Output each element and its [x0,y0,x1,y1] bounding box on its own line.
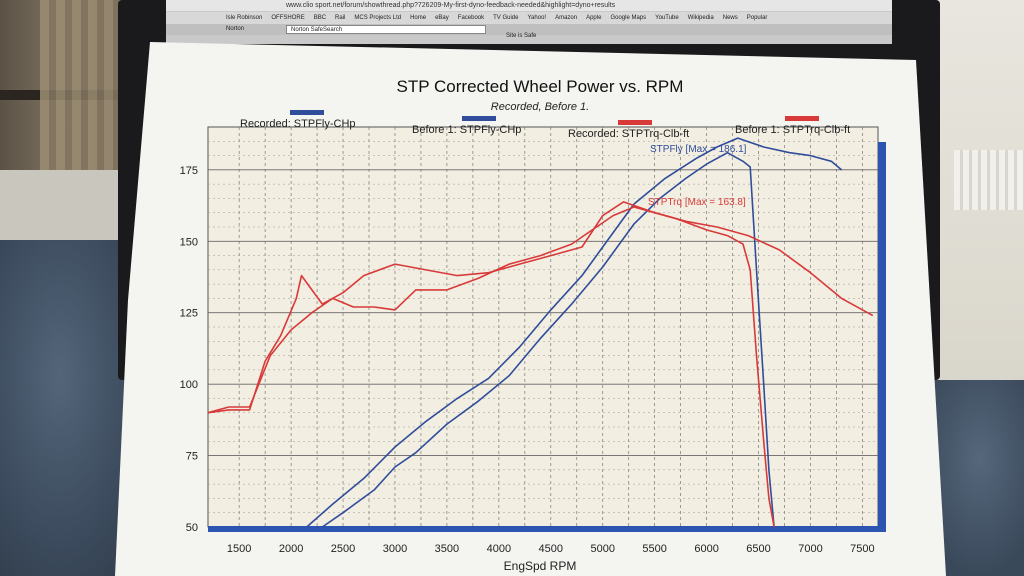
bookmark-item[interactable]: OFFSHORE [271,15,305,21]
bookmark-item[interactable]: Isle Robinson [226,15,263,21]
bookmark-item[interactable]: Wikipedia [687,15,714,21]
curtain [40,0,130,170]
series-line-3 [207,201,874,414]
bookmark-item[interactable]: Facebook [457,15,485,21]
legend-swatch [290,110,324,115]
norton-label[interactable]: Norton [226,26,245,32]
bookmark-item[interactable]: TV Guide [493,15,519,21]
x-tick-label: 2500 [331,543,355,555]
url-bar[interactable]: www.clio sport.net/forum/showthread.php?… [166,0,892,11]
x-tick-label: 4500 [539,543,563,555]
x-tick-label: 6000 [694,543,718,555]
chart-subtitle: Recorded, Before 1. [491,101,589,113]
series-line-2 [207,206,775,528]
search-input[interactable]: Norton SafeSearch [286,25,486,34]
legend: Recorded: STPFly-CHp Before 1: STPFly-CHp… [240,110,850,140]
legend-swatch [462,116,496,121]
bookmark-item[interactable]: BBC [313,15,327,21]
legend-swatch [618,120,652,125]
norton-toolbar: Norton Norton SafeSearch [166,24,892,35]
y-tick-label: 100 [180,379,198,391]
bookmark-item[interactable]: eBay [435,15,449,21]
legend-label: Recorded: STPTrq-Clb-ft [568,128,689,140]
legend-label: Before 1: STPFly-CHp [412,124,521,136]
annotation-stptrq: STPTrq [Max = 163.8] [648,197,746,208]
x-tick-label: 2000 [279,543,303,555]
x-tick-label: 1500 [227,543,251,555]
grid [208,127,878,527]
series-line-1 [321,151,775,528]
bookmark-item[interactable]: Google Maps [610,15,647,21]
x-tick-label: 3000 [383,543,407,555]
series-layer [207,137,874,528]
legend-label: Before 1: STPTrq-Clb-ft [735,124,850,136]
y-tick-label: 75 [186,451,198,463]
bookmark-item[interactable]: YouTube [655,15,679,21]
x-tick-label: 4000 [487,543,511,555]
chart-title: STP Corrected Wheel Power vs. RPM [397,77,684,96]
legend-label: Recorded: STPFly-CHp [240,118,356,130]
tick-labels: 1500 2000 2500 3000 3500 4000 4500 5000 5500 6000… [180,165,875,555]
site-safe-label: Site is Safe [506,33,537,39]
right-frame-bar [878,142,886,532]
x-tick-label: 7500 [850,543,874,555]
y-tick-label: 175 [180,165,198,177]
legend-swatch [785,116,819,121]
series-line-0 [306,137,843,528]
bottom-frame-bar [208,526,886,532]
x-tick-label: 5500 [642,543,666,555]
bookmark-item[interactable]: Popular [746,15,768,21]
y-tick-label: 150 [180,236,198,248]
annotation-stpfly: STPFly [Max = 186.1] [650,144,747,155]
bookmarks-bar: Isle Robinson OFFSHORE BBC Rail MCS Projects… [166,12,892,24]
x-tick-label: 7000 [798,543,822,555]
bookmark-item[interactable]: Yahoo! [527,15,547,21]
y-tick-label: 50 [186,522,198,534]
radiator [954,150,1024,210]
bookmark-item[interactable]: Apple [586,15,602,21]
bookmark-item[interactable]: Amazon [555,15,578,21]
browser-window: www.clio sport.net/forum/showthread.php?… [166,0,892,44]
bookmark-item[interactable]: Rail [335,15,346,21]
x-tick-label: 6500 [746,543,770,555]
x-axis-label: EngSpd RPM [504,559,577,573]
bookmark-item[interactable]: News [722,15,738,21]
bookmark-item[interactable]: MCS Projects Ltd [354,15,402,21]
x-tick-label: 3500 [435,543,459,555]
y-tick-label: 125 [180,308,198,320]
x-tick-label: 5000 [590,543,614,555]
bookmark-item[interactable]: Home [410,15,427,21]
